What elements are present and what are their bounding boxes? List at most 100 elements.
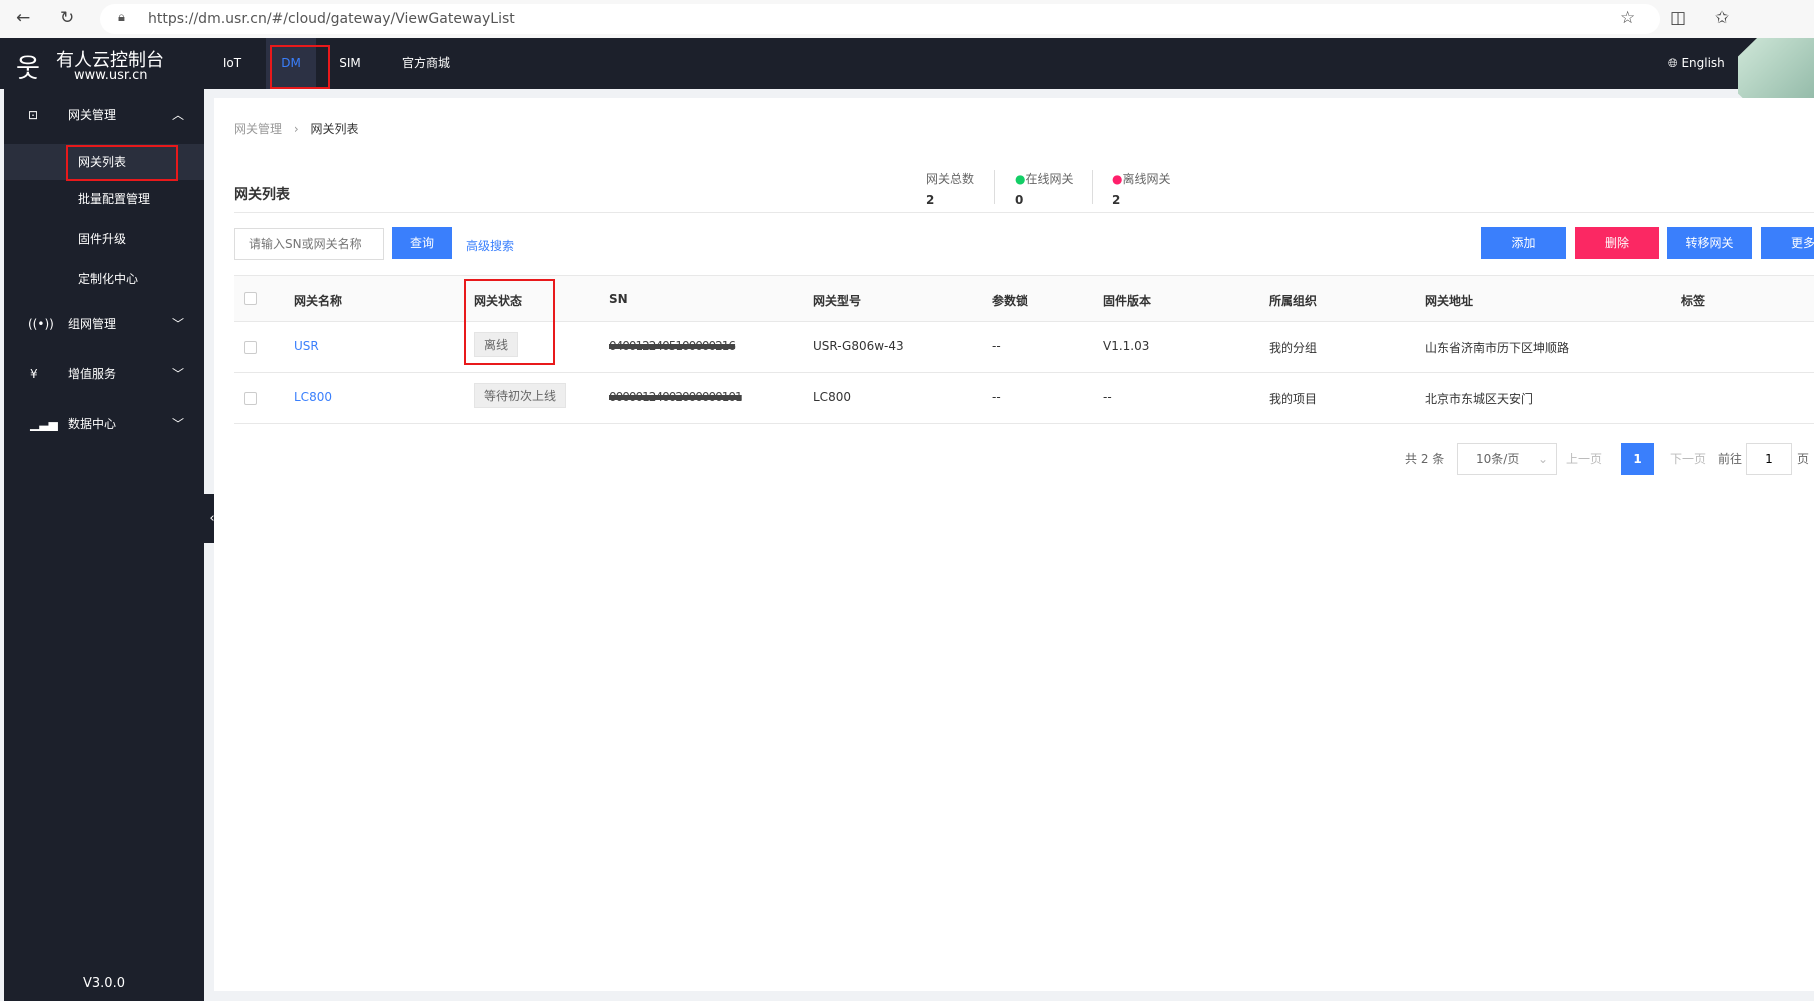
highlight-box — [66, 145, 178, 181]
stat-label: 网关总数 — [926, 172, 975, 186]
person-logo-icon: 웃 — [16, 54, 40, 84]
divider — [234, 212, 1814, 213]
delete-button[interactable]: 删除 — [1575, 227, 1659, 259]
column-header-tags: 标签 — [1681, 294, 1706, 308]
sidebar-group-label: 网关管理 — [68, 108, 117, 122]
page-1-button[interactable]: 1 — [1621, 443, 1654, 475]
table-row: LC800 等待初次上线 00000124002000000101 LC800 … — [234, 373, 1814, 424]
model-cell: USR-G806w-43 — [813, 339, 904, 353]
model-cell: LC800 — [813, 390, 851, 404]
sn-redacted: 00000124002000000101 — [609, 390, 743, 404]
sidebar-item-firmware[interactable]: 固件升级 — [78, 232, 127, 246]
sidebar-item-gateway-list[interactable]: 网关列表 — [4, 144, 204, 180]
address-bar[interactable]: 🔒︎ https://dm.usr.cn/#/cloud/gateway/Vie… — [100, 4, 1660, 34]
advanced-search-link[interactable]: 高级搜索 — [466, 239, 515, 253]
highlight-box — [270, 45, 330, 89]
language-switch[interactable]: 🌐︎ English — [1668, 38, 1738, 89]
param-lock-cell: -- — [992, 339, 1001, 353]
lock-icon: 🔒︎ — [118, 10, 125, 25]
sidebar-group-label: 组网管理 — [68, 317, 117, 331]
stat-offline: ●离线网关 2 — [1112, 170, 1171, 207]
sidebar — [4, 89, 204, 1001]
page-size-select[interactable]: 10条/页 ⌄ — [1457, 443, 1557, 475]
column-header-param-lock: 参数锁 — [992, 294, 1029, 308]
nav-sim[interactable]: SIM — [339, 56, 361, 70]
stat-value: 2 — [1112, 193, 1121, 207]
page-size-value: 10条/页 — [1476, 452, 1520, 466]
globe-icon: 🌐︎ — [1668, 56, 1678, 70]
firmware-cell: V1.1.03 — [1103, 339, 1150, 353]
sidebar-group-label: 数据中心 — [68, 417, 117, 431]
sidebar-item-custom-center[interactable]: 定制化中心 — [78, 272, 139, 286]
favorites-icon[interactable]: ✩ — [1715, 8, 1730, 28]
stat-value: 2 — [926, 193, 935, 207]
favorite-icon[interactable]: ☆ — [1620, 8, 1636, 28]
brand-name: 有人云控制台 — [56, 50, 164, 71]
add-button[interactable]: 添加 — [1481, 227, 1566, 259]
url-text: https://dm.usr.cn/#/cloud/gateway/ViewGa… — [148, 11, 515, 27]
column-header-name: 网关名称 — [294, 294, 343, 308]
signal-icon: ((•)) — [28, 317, 54, 331]
address-cell: 山东省济南市历下区坤顺路 — [1425, 341, 1570, 355]
gateway-name-link[interactable]: LC800 — [294, 390, 332, 404]
stat-label: 离线网关 — [1122, 172, 1171, 186]
row-checkbox[interactable] — [244, 341, 257, 354]
search-input[interactable] — [234, 228, 384, 260]
select-all-checkbox[interactable] — [244, 292, 257, 305]
split-icon[interactable]: ◫ — [1670, 8, 1687, 28]
next-page-button[interactable]: 下一页 — [1670, 452, 1707, 466]
stat-label: 在线网关 — [1025, 172, 1074, 186]
sidebar-group-gateway[interactable]: ⊡ 网关管理 ︿ — [4, 103, 204, 127]
row-checkbox[interactable] — [244, 392, 257, 405]
chevron-up-icon: ︿ — [172, 108, 185, 122]
column-header-firmware: 固件版本 — [1103, 294, 1152, 308]
nav-iot[interactable]: IoT — [222, 56, 242, 70]
gateway-name-link[interactable]: USR — [294, 339, 319, 353]
org-cell: 我的项目 — [1269, 392, 1318, 406]
breadcrumb-item[interactable]: 网关管理 — [234, 122, 283, 136]
chevron-down-icon: ⌄ — [1537, 452, 1548, 466]
more-button[interactable]: 更多 — [1761, 227, 1814, 259]
online-dot-icon: ● — [1015, 172, 1026, 186]
sidebar-group-label: 增值服务 — [68, 367, 117, 381]
bar-chart-icon: ▁▃▅ — [30, 417, 58, 431]
nav-store[interactable]: 官方商城 — [401, 56, 450, 70]
transfer-gateway-button[interactable]: 转移网关 — [1667, 227, 1752, 259]
column-header-org: 所属组织 — [1269, 294, 1318, 308]
browser-toolbar: ← ↻ 🔒︎ https://dm.usr.cn/#/cloud/gateway… — [0, 0, 1814, 38]
breadcrumb-separator: › — [293, 122, 299, 136]
query-button[interactable]: 查询 — [392, 227, 452, 259]
breadcrumb: 网关管理 › 网关列表 — [234, 120, 359, 137]
table-header — [234, 275, 1814, 322]
chevron-down-icon: ﹀ — [172, 367, 185, 381]
highlight-box — [464, 279, 555, 365]
stat-online: ●在线网关 0 — [1015, 170, 1074, 207]
pagination-total: 共 2 条 — [1405, 452, 1445, 466]
reload-icon[interactable]: ↻ — [60, 8, 75, 28]
stat-value: 0 — [1015, 193, 1024, 207]
language-label: English — [1681, 56, 1725, 70]
divider — [1092, 170, 1093, 204]
org-cell: 我的分组 — [1269, 341, 1318, 355]
prev-page-button[interactable]: 上一页 — [1566, 452, 1603, 466]
status-badge: 等待初次上线 — [474, 383, 567, 408]
yen-icon: ¥ — [30, 367, 38, 381]
main-card — [214, 98, 1814, 991]
offline-dot-icon: ● — [1112, 172, 1123, 186]
divider — [994, 170, 995, 204]
address-cell: 北京市东城区天安门 — [1425, 392, 1534, 406]
sidebar-item-batch-config[interactable]: 批量配置管理 — [78, 192, 151, 206]
sn-redacted: 0400122405100000216 — [609, 339, 736, 353]
back-icon[interactable]: ← — [16, 8, 31, 28]
column-header-address: 网关地址 — [1425, 294, 1474, 308]
monitor-icon: ⊡ — [28, 108, 39, 122]
param-lock-cell: -- — [992, 390, 1001, 404]
version-label: V3.0.0 — [83, 976, 125, 991]
page-title: 网关列表 — [234, 187, 290, 203]
firmware-cell: -- — [1103, 390, 1112, 404]
column-header-model: 网关型号 — [813, 294, 862, 308]
goto-label: 前往 — [1718, 452, 1743, 466]
chevron-down-icon: ﹀ — [172, 417, 185, 431]
chevron-down-icon: ﹀ — [172, 317, 185, 331]
goto-page-input[interactable] — [1746, 443, 1792, 475]
